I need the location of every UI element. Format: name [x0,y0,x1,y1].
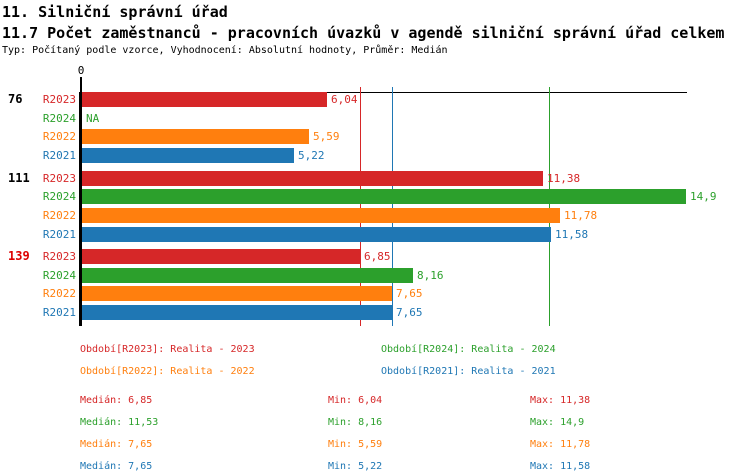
bar-value-label: 8,16 [417,269,444,282]
series-label-R2021: R2021 [42,306,76,319]
bar-value-label: 5,59 [313,130,340,143]
indicator-title: 11.7 Počet zaměstnanců - pracovních úvaz… [2,24,725,42]
stat-min-R2022: Min: 5,59 [328,439,383,450]
x-axis-zero-tick [80,77,82,92]
stat-median-R2024: Medián: 11,53 [80,417,159,428]
bar-R2022 [82,208,560,223]
legend-item-R2023: Období[R2023]: Realita - 2023 [80,344,255,355]
bar-value-label: 7,65 [396,306,423,319]
median-line-R2024 [549,87,550,326]
stat-median-R2023: Medián: 6,85 [80,395,153,406]
group-label: 111 [8,171,30,185]
bar-na-label: NA [86,112,100,125]
bar-R2024 [82,268,413,283]
bar-R2022 [82,129,309,144]
x-axis-line [80,92,687,93]
series-label-R2022: R2022 [42,287,76,300]
bar-value-label: 11,38 [547,172,581,185]
stat-min-R2023: Min: 6,04 [328,395,383,406]
legend-item-R2024: Období[R2024]: Realita - 2024 [381,344,556,355]
bar-value-label: 6,04 [331,93,358,106]
series-label-R2024: R2024 [42,112,76,125]
series-label-R2023: R2023 [42,172,76,185]
series-label-R2023: R2023 [42,250,76,263]
bar-R2021 [82,305,392,320]
series-label-R2021: R2021 [42,228,76,241]
bar-R2023 [82,171,543,186]
bar-value-label: 11,58 [555,228,589,241]
bar-R2023 [82,249,360,264]
x-axis-zero-label: 0 [77,64,85,77]
bar-value-label: 5,22 [298,149,325,162]
y-axis-line [79,92,82,326]
bar-R2021 [82,227,551,242]
bar-R2021 [82,148,294,163]
series-label-R2023: R2023 [42,93,76,106]
series-label-R2024: R2024 [42,269,76,282]
legend-item-R2021: Období[R2021]: Realita - 2021 [381,366,556,377]
bar-value-label: 11,78 [564,209,598,222]
stat-median-R2021: Medián: 7,65 [80,461,153,472]
stat-max-R2023: Max: 11,38 [530,395,591,406]
legend-item-R2022: Období[R2022]: Realita - 2022 [80,366,255,377]
bar-R2023 [82,92,327,107]
stat-min-R2024: Min: 8,16 [328,417,383,428]
bar-chart: 0 R2023 6,04 R2024 NA R2022 5,59 R2021 5,22 76 R20… [8,64,717,326]
median-line-R2023 [360,87,361,326]
bar-value-label: 14,9 [690,190,717,203]
bar-value-label: 7,65 [396,287,423,300]
series-label-R2022: R2022 [42,130,76,143]
page-title: 11. Silniční správní úřad [2,3,228,21]
stat-min-R2021: Min: 5,22 [328,461,383,472]
series-label-R2022: R2022 [42,209,76,222]
median-line-R2021 [392,87,393,326]
group-label: 139 [8,249,30,263]
bar-value-label: 6,85 [364,250,391,263]
stat-max-R2024: Max: 14,9 [530,417,585,428]
bar-R2022 [82,286,392,301]
series-label-R2024: R2024 [42,190,76,203]
chart-subtitle: Typ: Počítaný podle vzorce, Vyhodnocení:… [2,45,448,56]
bar-R2024 [82,189,686,204]
group-label: 76 [8,92,23,106]
stat-max-R2022: Max: 11,78 [530,439,591,450]
series-label-R2021: R2021 [42,149,76,162]
stat-max-R2021: Max: 11,58 [530,461,591,472]
stat-median-R2022: Medián: 7,65 [80,439,153,450]
